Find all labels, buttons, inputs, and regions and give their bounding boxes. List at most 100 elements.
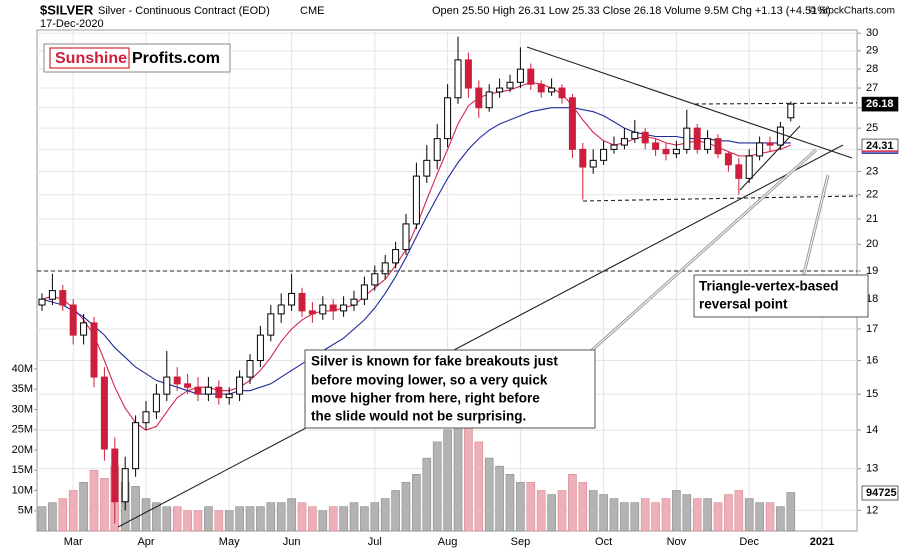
y-tick-label: 16 [866,354,878,366]
price-tags: 26.18 24.31 94725 [861,96,899,501]
candle-body [142,411,150,424]
logo-text: Profits.com [132,50,220,67]
volume-bar [755,502,764,532]
volume-bar [474,441,484,532]
volume-bar [536,490,546,532]
x-tick-label: Nov [667,536,687,548]
candle-body [548,87,556,93]
volume-bar [48,502,57,532]
volume-bar [131,486,140,532]
volume-tick-label: 15M [12,464,33,476]
volume-tick-label: 25M [12,424,33,436]
candle-body [444,97,452,140]
chart-title: Silver - Continuous Contract (EOD) [98,5,270,17]
x-tick-label: Sep [511,536,531,548]
trend-lines [37,46,858,528]
candle-body [589,159,597,168]
y-tick-label: 29 [866,45,878,57]
volume-bar [68,490,78,532]
x-tick-label: Aug [438,536,458,548]
volume-tick-label: 5M [18,505,33,517]
annotation: move higher from here, right before [311,391,540,406]
volume-bar [214,510,224,532]
candle-body [735,164,743,179]
y-tick-label: 14 [866,424,878,436]
annotation: before moving lower, so a very quick [311,373,548,388]
volume-bar [152,502,161,532]
volume-bar [162,506,172,532]
volume-pane [37,417,796,532]
volume-bar [443,429,452,532]
volume-bar [703,498,712,532]
volume-bar [391,490,400,532]
y-tick-label: 12 [866,504,878,516]
y-tick-label: 25 [866,122,878,134]
x-tick-label: Dec [739,536,759,548]
candle-body [392,249,400,264]
candle-body [69,304,77,336]
volume-bar [609,498,619,532]
level-line [694,102,858,105]
level-line [582,195,858,202]
candle-body [152,393,160,413]
candle-body [329,304,337,312]
volume-bar [588,490,598,532]
candle-body [610,144,618,150]
candle-body [298,292,306,312]
annotation: the slide would not be surprising. [311,409,526,424]
candle-body [340,304,348,312]
y-tick-label: 27 [866,82,878,94]
y-tick-label: 18 [866,293,878,305]
annotation: reversal point [699,297,788,312]
volume-bar [412,473,421,532]
x-tick-label: Mar [64,536,83,548]
candle-body [308,310,316,315]
volume-bar [79,482,88,532]
volume-bar [256,506,265,532]
trend-line [117,144,844,528]
volume-bar [578,482,588,532]
trend-line [739,125,801,191]
volume-bar [765,502,775,532]
price-tag-box [861,485,899,501]
volume-bar [495,465,504,532]
volume-bar [308,506,317,532]
volume-bar [100,478,109,532]
candle-body [194,386,202,395]
candle-body [236,376,244,395]
volume-bar [516,482,525,532]
volume-bar [339,506,348,532]
annotation-box [304,349,596,429]
candle-body [579,148,587,168]
candle-body [568,97,576,150]
x-tick-label: Jun [283,536,301,548]
price-tag-box [861,96,899,112]
candle-body [693,127,701,150]
volume-bar [692,498,702,532]
candle-body [48,290,56,300]
candle-body [288,292,296,306]
y-tick-label: 15 [866,388,878,400]
volume-tick-label: 20M [12,444,33,456]
candle-body [360,284,368,300]
candle-body [756,142,764,157]
volume-bar [141,498,151,532]
candle-body [38,298,46,306]
y-tick-label: 17 [866,323,878,335]
price-pane [38,36,795,524]
candle-body [412,175,420,225]
volume-tick-label: 30M [12,403,33,415]
volume-bar [235,506,244,532]
volume-bar [651,502,660,532]
candle-body [776,126,784,146]
price-tag: 24.31 [866,140,894,152]
candle-body [620,138,628,146]
symbol: $SILVER [40,2,94,17]
volume-bar [245,506,255,532]
candle-body [256,334,264,362]
logo-text: Sunshine [55,50,127,67]
volume-bar [484,457,494,532]
candle-body [350,298,358,306]
candle-body [215,386,223,399]
